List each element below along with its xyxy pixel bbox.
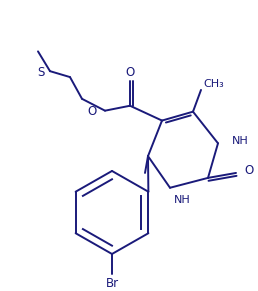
Text: S: S	[38, 66, 45, 79]
Text: O: O	[88, 105, 97, 118]
Text: O: O	[244, 164, 253, 178]
Text: NH: NH	[232, 136, 249, 146]
Text: O: O	[125, 66, 135, 79]
Text: NH: NH	[174, 195, 191, 205]
Text: CH₃: CH₃	[203, 79, 224, 89]
Text: Br: Br	[106, 277, 119, 290]
